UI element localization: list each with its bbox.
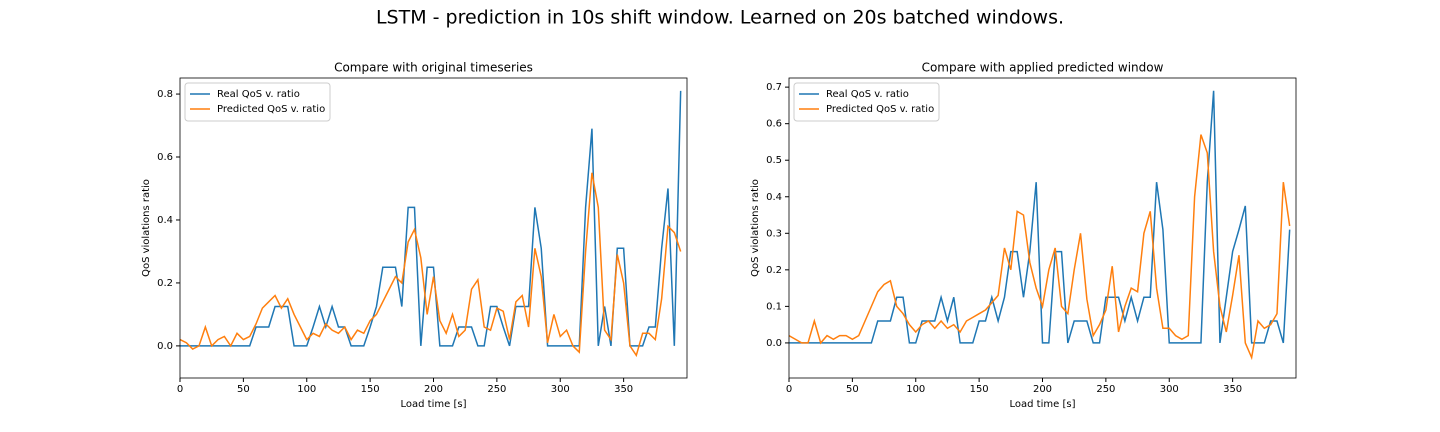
legend-box [793,82,940,122]
x-tick-label: 50 [846,384,859,395]
y-tick-label: 0.6 [766,119,782,130]
y-tick-label: 0.4 [766,192,782,203]
x-tick-label: 200 [1033,384,1052,395]
x-tick-label: 50 [237,384,250,395]
axes-frame [179,77,688,379]
figure-title: LSTM - prediction in 10s shift window. L… [376,7,1064,29]
legend-box [184,82,331,122]
y-axis-label: QoS violations ratio [141,179,152,277]
x-tick-label: 150 [970,384,989,395]
y-tick-label: 0.3 [766,228,782,239]
legend-label: Real QoS v. ratio [826,89,909,100]
y-tick-label: 0.2 [157,278,173,289]
x-tick-label: 300 [1160,384,1179,395]
axes-title: Compare with original timeseries [334,61,533,75]
x-tick-label: 350 [614,384,633,395]
y-tick-label: 0.0 [766,338,782,349]
y-tick-label: 0.1 [766,301,782,312]
x-tick-label: 100 [297,384,316,395]
legend-label: Predicted QoS v. ratio [826,104,934,115]
x-tick-label: 250 [1096,384,1115,395]
x-tick-label: 0 [177,384,183,395]
axes-frame [788,77,1297,379]
x-tick-label: 300 [551,384,570,395]
data-line [180,172,682,358]
x-tick-label: 0 [786,384,792,395]
axes-title: Compare with applied predicted window [922,61,1164,75]
y-tick-label: 0.0 [157,341,173,352]
x-axis-label: Load time [s] [401,399,467,410]
plot-area [789,90,1291,361]
y-tick-label: 0.2 [766,265,782,276]
y-tick-label: 0.8 [157,89,173,100]
x-tick-label: 200 [424,384,443,395]
legend-label: Real QoS v. ratio [217,89,300,100]
data-line [789,134,1291,361]
legend-label: Predicted QoS v. ratio [217,104,325,115]
plot-area [180,90,682,358]
y-axis-label: QoS violations ratio [750,179,761,277]
y-tick-label: 0.6 [157,152,173,163]
x-axis-label: Load time [s] [1010,399,1076,410]
x-tick-label: 250 [487,384,506,395]
y-tick-label: 0.7 [766,82,782,93]
data-line [789,90,1291,344]
y-tick-label: 0.5 [766,155,782,166]
x-tick-label: 350 [1223,384,1242,395]
x-tick-label: 100 [906,384,925,395]
data-line [180,90,682,347]
x-tick-label: 150 [361,384,380,395]
y-tick-label: 0.4 [157,215,173,226]
